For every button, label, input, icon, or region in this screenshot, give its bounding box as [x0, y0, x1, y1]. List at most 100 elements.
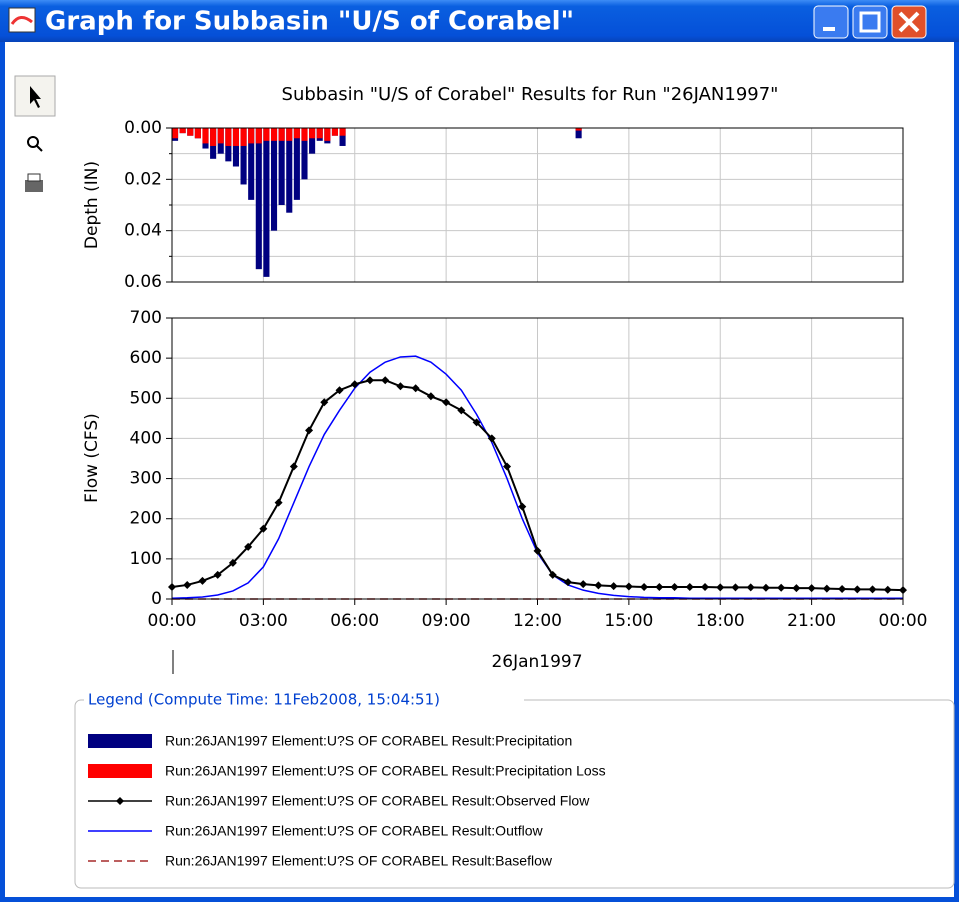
- point-marker: [487, 434, 496, 443]
- x-tick-label: 03:00: [239, 611, 288, 631]
- legend-swatch: [88, 764, 152, 778]
- plot-border: [171, 127, 904, 283]
- point-marker: [548, 570, 557, 579]
- legend-label: Run:26JAN1997 Element:U?S OF CORABEL Res…: [165, 823, 544, 839]
- bar: [240, 128, 247, 185]
- point-marker: [183, 580, 192, 589]
- y-tick-label: 0.04: [124, 221, 162, 241]
- y-axis-label: Depth (IN): [82, 161, 102, 249]
- point-marker: [533, 546, 542, 555]
- point-marker: [853, 585, 862, 594]
- point-marker: [396, 382, 405, 391]
- bar: [278, 128, 285, 141]
- bar: [278, 128, 285, 205]
- point-marker: [518, 502, 527, 511]
- bar: [293, 128, 300, 139]
- y-tick-label: 300: [130, 469, 162, 489]
- point-marker: [563, 578, 572, 587]
- point-marker: [305, 426, 314, 435]
- bar: [232, 128, 240, 167]
- pointer-icon: [30, 86, 41, 108]
- zoom-icon[interactable]: [27, 136, 39, 148]
- bar: [331, 128, 338, 136]
- point-marker: [579, 580, 588, 589]
- point-marker: [198, 576, 207, 585]
- x-tick-label: 21:00: [787, 611, 836, 631]
- print-icon[interactable]: [25, 180, 43, 192]
- point-marker: [701, 582, 710, 591]
- point-marker: [594, 581, 603, 590]
- minimize-glyph: [823, 27, 835, 31]
- title-bar: [0, 0, 959, 42]
- x-axis-label: 26Jan1997: [491, 652, 582, 672]
- point-marker: [761, 583, 770, 592]
- y-tick-label: 700: [130, 308, 162, 328]
- point-marker: [503, 462, 512, 471]
- bar: [210, 128, 217, 146]
- point-marker: [228, 558, 237, 567]
- x-tick-label: 18:00: [696, 611, 745, 631]
- point-marker: [640, 582, 649, 591]
- legend-label: Run:26JAN1997 Element:U?S OF CORABEL Res…: [165, 763, 606, 779]
- point-marker: [609, 582, 618, 591]
- point-marker: [426, 392, 435, 401]
- pointer-tool[interactable]: [14, 75, 56, 117]
- point-marker: [244, 542, 253, 551]
- point-marker: [457, 406, 466, 415]
- point-marker: [411, 384, 420, 393]
- point-marker: [807, 584, 816, 593]
- point-marker: [716, 583, 725, 592]
- point-marker: [442, 398, 451, 407]
- point-marker: [883, 585, 892, 594]
- x-tick-label: 00:00: [879, 611, 928, 631]
- minimize-button[interactable]: [813, 5, 849, 39]
- y-tick-label: 200: [130, 509, 162, 529]
- bar: [240, 128, 247, 146]
- bar: [309, 128, 316, 154]
- chart-title: Subbasin "U/S of Corabel" Results for Ru…: [282, 84, 779, 105]
- print-paper: [27, 173, 41, 182]
- legend-label: Run:26JAN1997 Element:U?S OF CORABEL Res…: [165, 793, 590, 809]
- bar: [270, 128, 278, 231]
- legend-label: Run:26JAN1997 Element:U?S OF CORABEL Res…: [165, 733, 572, 749]
- bar: [255, 128, 262, 144]
- point-marker: [670, 582, 679, 591]
- point-marker: [868, 585, 877, 594]
- point-marker: [350, 380, 359, 389]
- bar: [270, 128, 278, 141]
- maximize-glyph: [859, 11, 881, 33]
- point-marker: [335, 386, 344, 395]
- zoom-handle: [36, 145, 43, 152]
- point-marker: [655, 582, 664, 591]
- bar: [202, 128, 209, 144]
- maximize-button[interactable]: [852, 5, 888, 39]
- bar: [225, 128, 232, 146]
- bar: [309, 128, 316, 139]
- point-marker: [792, 584, 801, 593]
- bar: [339, 128, 346, 136]
- bar: [301, 128, 308, 180]
- bar: [286, 128, 293, 213]
- bar: [179, 128, 186, 134]
- bar: [232, 128, 240, 146]
- point-marker: [365, 376, 374, 385]
- point-marker: [777, 583, 786, 592]
- point-marker: [320, 398, 329, 407]
- point-marker: [381, 376, 390, 385]
- bar: [339, 128, 346, 146]
- bar: [575, 128, 582, 139]
- legend-title: Legend (Compute Time: 11Feb2008, 15:04:5…: [88, 691, 440, 709]
- y-axis-label: Flow (CFS): [82, 413, 102, 503]
- x-tick-label: 12:00: [513, 611, 562, 631]
- y-tick-label: 600: [130, 348, 162, 368]
- y-tick-label: 400: [130, 428, 162, 448]
- bar: [187, 128, 194, 136]
- point-marker: [624, 582, 633, 591]
- bar: [263, 128, 270, 277]
- point-marker: [213, 570, 222, 579]
- point-marker: [259, 524, 268, 533]
- legend-title-bg: [84, 690, 524, 710]
- bar: [217, 128, 224, 144]
- y-tick-label: 0.06: [124, 272, 162, 292]
